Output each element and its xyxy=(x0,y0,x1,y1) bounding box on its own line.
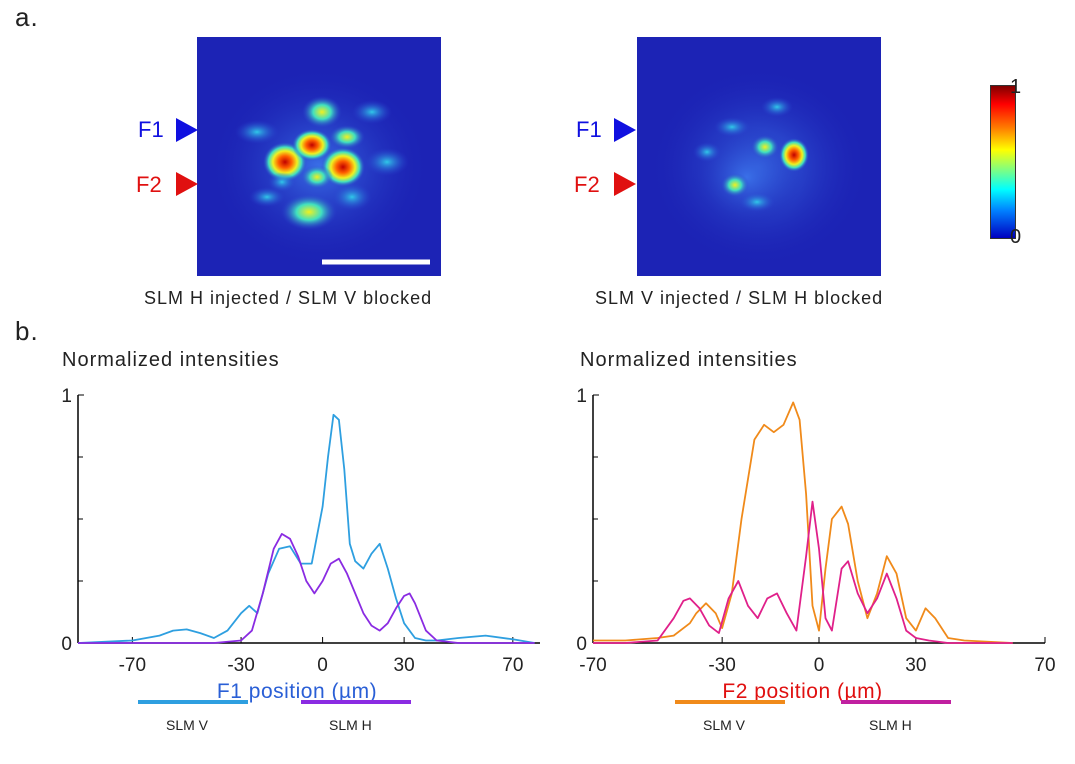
chart2-xlabel: F2 position (µm) xyxy=(722,680,883,703)
left-image-caption: SLM H injected / SLM V blocked xyxy=(144,288,433,308)
chart2-ytick-label: 1 xyxy=(576,386,587,407)
chart2-legend-slm-h-label: SLM H xyxy=(869,717,912,733)
right-f2-marker-icon xyxy=(614,172,636,196)
chart1-legend-slm-v-line xyxy=(138,700,248,704)
right-f1-label: F1 xyxy=(576,117,602,142)
chart2-title: Normalized intensities xyxy=(580,349,798,371)
chart2-ytick-label: 0 xyxy=(576,634,587,655)
chart2-xtick-label: 0 xyxy=(814,655,825,676)
left-f1-label: F1 xyxy=(138,117,164,142)
chart2-xtick-label: -70 xyxy=(579,655,606,676)
chart2-xtick-label: -30 xyxy=(708,655,735,676)
chart1-legend-slm-v-label: SLM V xyxy=(166,717,209,733)
chart2-legend-slm-v-label: SLM V xyxy=(703,717,746,733)
left-f2-label: F2 xyxy=(136,172,162,197)
left-f2-marker-icon xyxy=(176,172,198,196)
right-image-caption: SLM V injected / SLM H blocked xyxy=(595,288,884,308)
chart1-xlabel: F1 position (µm) xyxy=(216,680,378,703)
chart1-title: Normalized intensities xyxy=(62,349,280,371)
chart1-series-slm-h-line xyxy=(78,533,535,644)
chart1-xtick-label: 0 xyxy=(317,655,328,676)
chart2-legend-slm-v-line xyxy=(675,700,785,704)
chart1-legend-slm-h-line xyxy=(301,700,411,704)
chart1-xtick-label: 30 xyxy=(394,655,415,676)
chart2-xtick-label: 70 xyxy=(1034,655,1055,676)
chart1-ytick-label: 0 xyxy=(61,634,72,655)
chart1-xtick-label: -30 xyxy=(227,655,254,676)
colorbar-min-label: 0 xyxy=(1010,226,1022,248)
chart1-legend-slm-h-label: SLM H xyxy=(329,717,372,733)
left-intensity-image xyxy=(197,37,441,276)
right-intensity-image xyxy=(637,37,881,276)
colorbar xyxy=(990,85,1016,239)
chart2-xtick-label: 30 xyxy=(905,655,926,676)
panel-a-label: a. xyxy=(15,2,39,32)
chart2-series-slm-h-line xyxy=(593,500,1013,644)
right-f1-marker-icon xyxy=(614,118,636,142)
right-f2-label: F2 xyxy=(574,172,600,197)
chart1-xtick-label: -70 xyxy=(119,655,146,676)
chart2-series-slm-v-line xyxy=(593,401,1013,644)
chart2-legend-slm-h-line xyxy=(841,700,951,704)
left-f1-marker-icon xyxy=(176,118,198,142)
right-speckle-pattern xyxy=(649,67,869,267)
colorbar-max-label: 1 xyxy=(1010,76,1022,98)
panel-b-label: b. xyxy=(15,316,39,346)
left-speckle-pattern xyxy=(209,67,430,267)
chart1-xtick-label: 70 xyxy=(502,655,523,676)
chart1-ytick-label: 1 xyxy=(61,386,72,407)
chart1-series-slm-v-line xyxy=(77,413,535,644)
